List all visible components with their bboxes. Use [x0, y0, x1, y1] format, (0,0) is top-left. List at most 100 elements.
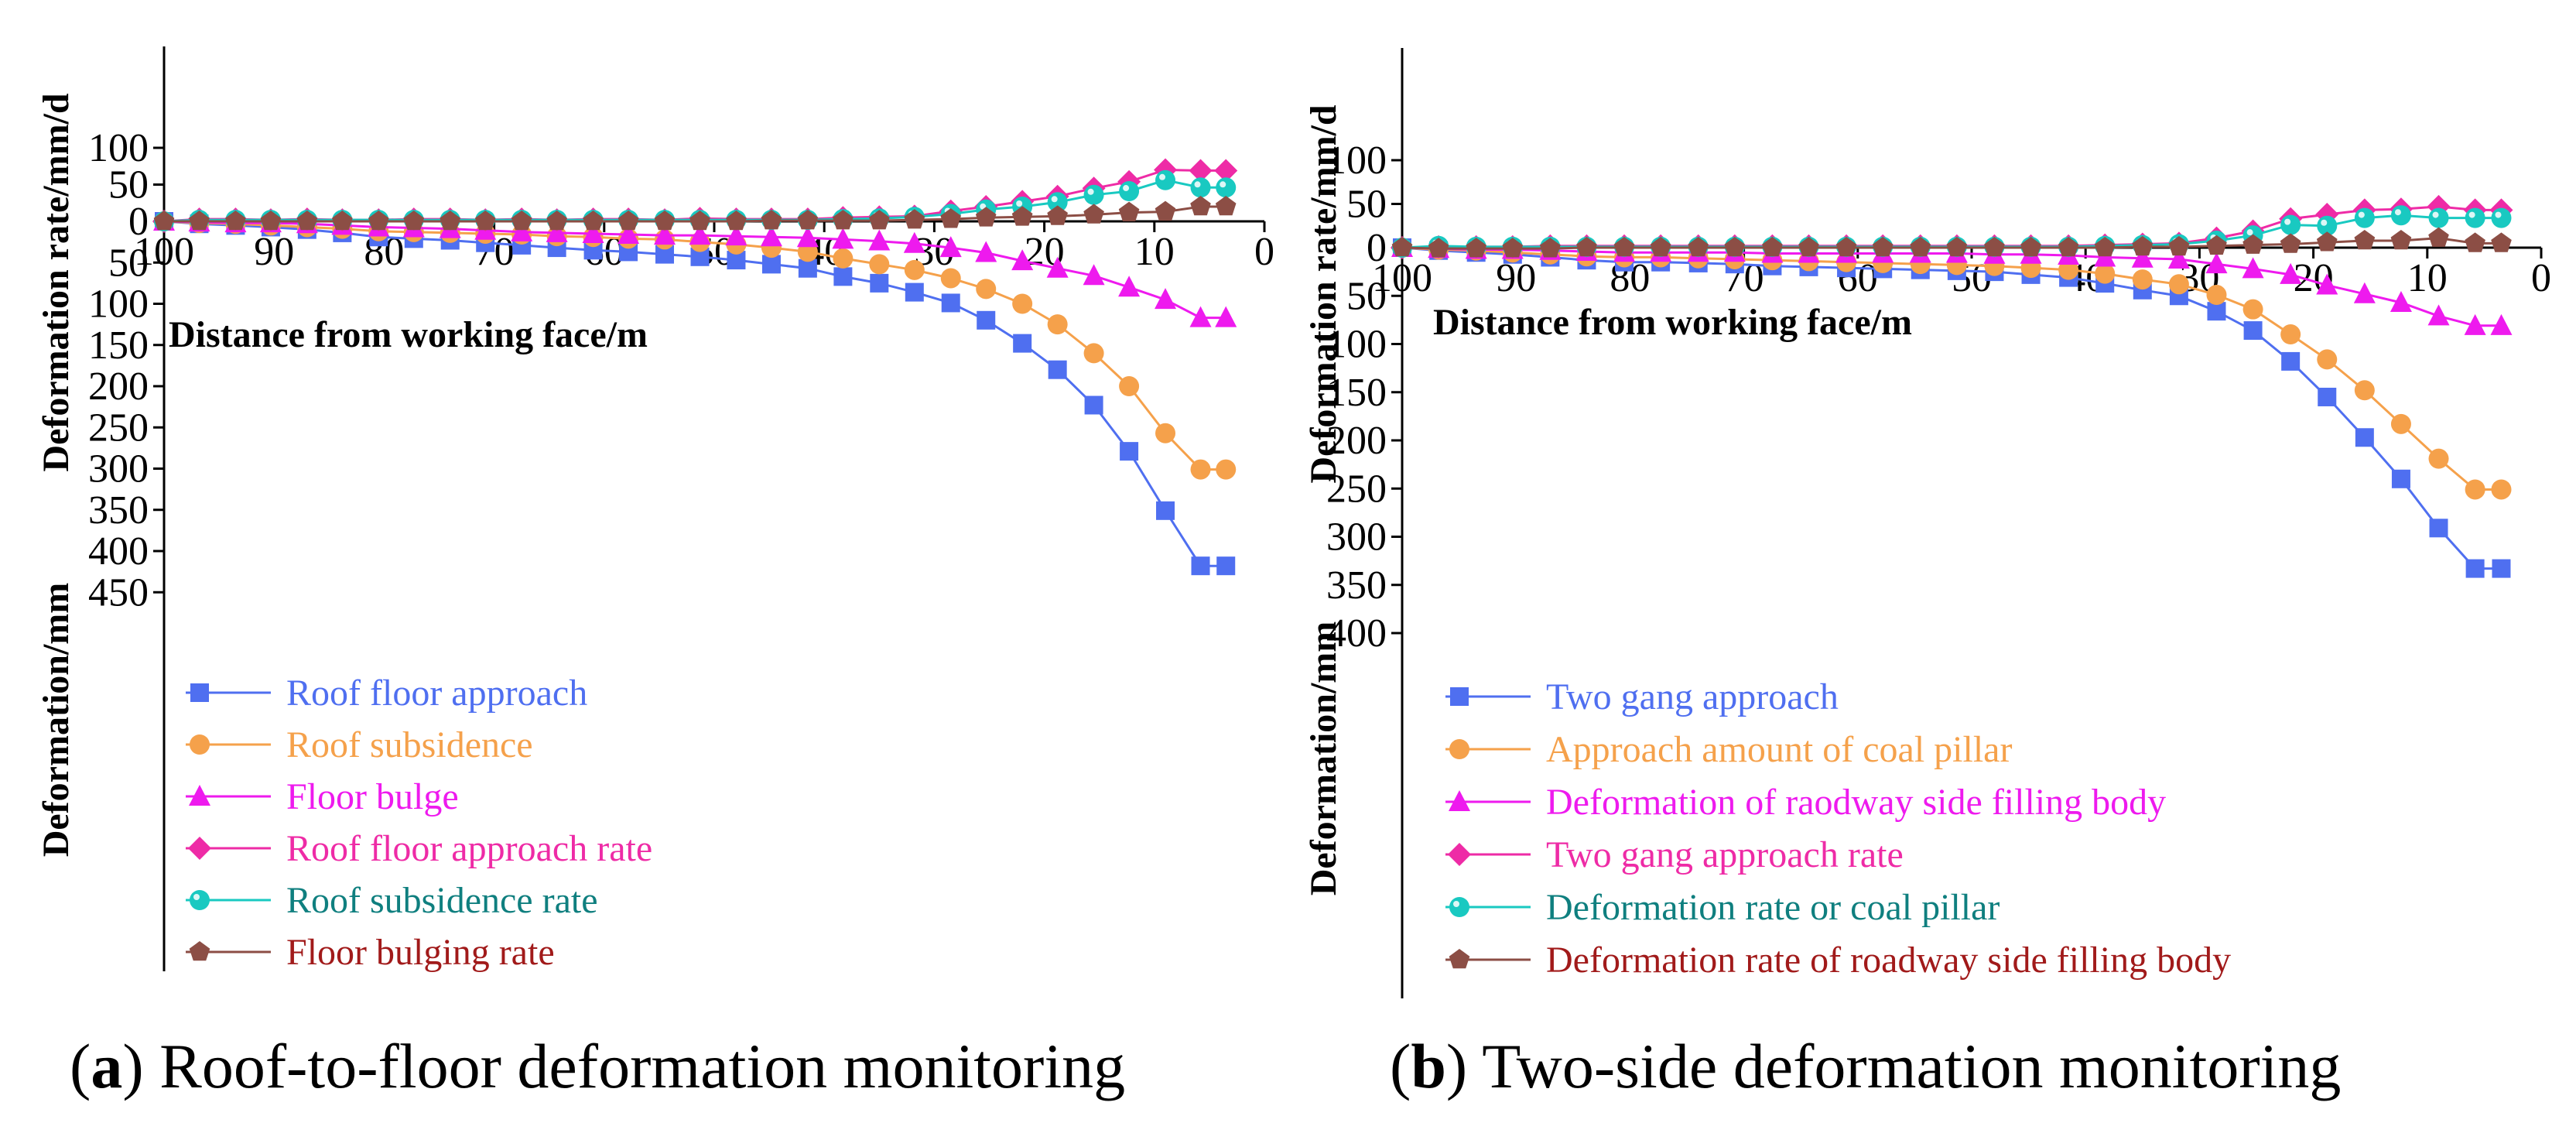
- x-tick-label: 10: [1134, 230, 1175, 274]
- data-point: [2206, 235, 2227, 255]
- y-rate-tick-label: 50: [108, 163, 149, 207]
- data-point: [1011, 206, 1033, 226]
- data-point: [868, 229, 891, 251]
- data-point: [726, 211, 747, 231]
- data-point: [761, 255, 781, 274]
- data-point: [869, 254, 890, 275]
- data-point: [940, 208, 961, 228]
- data-point: [1048, 360, 1067, 379]
- data-point: [546, 221, 568, 242]
- y-rate-tick-label: 50: [1346, 183, 1387, 227]
- data-point: [1156, 501, 1175, 520]
- data-point: [153, 211, 175, 231]
- data-point: [2243, 321, 2263, 341]
- data-point: [2465, 559, 2485, 578]
- data-point: [1466, 238, 1486, 258]
- y-deformation-tick-label: 50: [108, 241, 149, 285]
- caption-paren: ): [122, 1031, 143, 1101]
- legend-item: Deformation rate or coal pillar: [1445, 887, 2000, 928]
- legend-item: Roof subsidence rate: [186, 880, 598, 921]
- legend-label: Roof floor approach rate: [286, 828, 652, 869]
- y-axis-title-rate: Deformation rate/mm/d: [36, 93, 77, 471]
- legend-label: Deformation rate or coal pillar: [1546, 887, 2000, 928]
- legend-marker: [189, 941, 210, 961]
- data-point: [1155, 423, 1176, 443]
- data-point: [1540, 238, 1561, 258]
- x-tick-label: 90: [254, 230, 294, 274]
- data-point: [1047, 205, 1068, 225]
- data-point: [2316, 231, 2338, 252]
- data-point: [546, 211, 567, 231]
- data-point: [1946, 237, 1968, 257]
- y-deformation-tick-label: 150: [88, 324, 149, 368]
- data-point: [903, 231, 925, 253]
- data-point: [368, 211, 389, 231]
- data-point: [1910, 237, 1931, 257]
- data-point: [1155, 169, 1176, 190]
- y-deformation-tick-label: 400: [1326, 611, 1387, 656]
- data-point: [2280, 233, 2301, 253]
- data-point: [511, 220, 533, 241]
- data-point: [2316, 273, 2338, 295]
- data-point: [689, 211, 710, 231]
- data-point: [1214, 159, 1238, 183]
- data-point: [904, 259, 925, 280]
- legend-label: Approach amount of coal pillar: [1546, 729, 2012, 770]
- y-deformation-tick-label: 350: [88, 488, 149, 532]
- data-point: [2132, 235, 2154, 256]
- legend-marker: [189, 785, 210, 806]
- data-point: [1576, 237, 1597, 257]
- data-point: [2428, 227, 2449, 247]
- y-deformation-tick-label: 450: [88, 570, 149, 615]
- data-point: [1391, 237, 1413, 257]
- data-point: [2465, 479, 2485, 500]
- y-deformation-tick-label: 50: [1346, 274, 1387, 318]
- data-point: [2428, 207, 2449, 228]
- data-point: [976, 279, 997, 300]
- y-deformation-tick-label: 400: [88, 529, 149, 573]
- data-point: [2491, 479, 2512, 500]
- data-point: [654, 224, 676, 245]
- legend-marker: [190, 683, 209, 702]
- data-point: [1155, 200, 1176, 221]
- data-point: [1190, 177, 1211, 198]
- legend-label: Roof floor approach: [286, 673, 587, 714]
- data-point: [1189, 159, 1213, 183]
- data-point: [1216, 459, 1237, 480]
- data-point: [2390, 230, 2412, 250]
- data-point: [440, 211, 460, 231]
- data-point: [939, 236, 962, 258]
- data-point: [2242, 234, 2263, 254]
- legend-marker: [1449, 897, 1469, 917]
- data-point-highlight: [1051, 196, 1058, 203]
- data-point: [798, 258, 817, 278]
- data-point: [940, 268, 961, 289]
- data-point: [1013, 334, 1032, 353]
- legend-marker-highlight: [1453, 901, 1459, 907]
- caption-text: Roof-to-floor deformation monitoring: [144, 1031, 1125, 1101]
- data-point: [1155, 288, 1177, 310]
- legend-marker: [190, 734, 210, 755]
- data-point: [2429, 519, 2448, 538]
- legend-item: Two gang approach: [1445, 676, 1839, 717]
- legend-label: Two gang approach rate: [1546, 834, 1904, 875]
- y-deformation-tick-label: 200: [88, 365, 149, 409]
- data-point: [869, 210, 890, 230]
- legend-label: Floor bulge: [286, 776, 459, 817]
- data-point: [1724, 237, 1746, 257]
- data-point-highlight: [2284, 218, 2291, 225]
- data-point: [2207, 302, 2226, 321]
- legend-marker: [1449, 949, 1470, 969]
- data-point: [2095, 263, 2116, 284]
- data-point: [1984, 237, 2005, 257]
- data-point-highlight: [1220, 181, 1226, 188]
- data-point: [1118, 201, 1140, 221]
- data-point: [403, 211, 425, 231]
- y-axis-title-deformation: Deformation/mm: [1303, 621, 1344, 896]
- data-point: [1190, 196, 1211, 216]
- data-point-highlight: [2246, 229, 2253, 236]
- y-rate-tick-label: 100: [1326, 139, 1387, 183]
- data-point: [2353, 282, 2376, 303]
- legend-label: Floor bulging rate: [286, 932, 555, 973]
